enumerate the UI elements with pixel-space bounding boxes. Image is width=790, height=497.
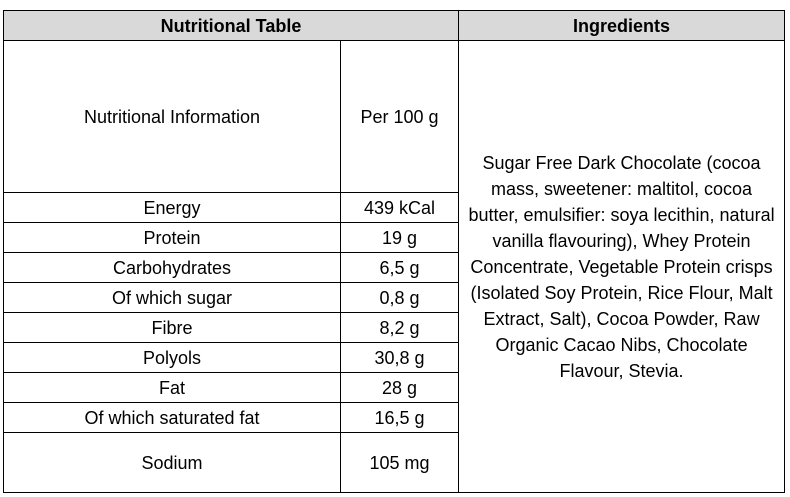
- nutrient-value: 28 g: [339, 372, 460, 403]
- nutrient-value: 0,8 g: [339, 282, 460, 313]
- header-row: Nutritional Table Ingredients: [2, 10, 786, 41]
- nutrient-value: 105 mg: [339, 432, 460, 493]
- nutrient-value: 16,5 g: [339, 402, 460, 433]
- nutrient-name: Fibre: [3, 312, 341, 343]
- table-row: Polyols 30,8 g: [3, 342, 785, 373]
- nutritional-information-label: Nutritional Information: [3, 40, 341, 193]
- nutrient-name: Of which saturated fat: [3, 402, 341, 433]
- nutrient-name: Energy: [3, 192, 341, 223]
- nutrient-name: Carbohydrates: [3, 252, 341, 283]
- table-row: Carbohydrates 6,5 g: [3, 252, 785, 283]
- table-row: Energy 439 kCal: [3, 192, 785, 223]
- ingredients-header: Ingredients: [458, 10, 786, 41]
- nutrient-value: 30,8 g: [339, 342, 460, 373]
- ingredients-text: Sugar Free Dark Chocolate (cocoa mass, s…: [458, 40, 786, 493]
- nutrient-name: Of which sugar: [3, 282, 341, 313]
- table-row: Of which sugar 0,8 g: [3, 282, 785, 313]
- nutrition-ingredients-table: Nutritional Table Ingredients Nutritiona…: [2, 10, 786, 493]
- nutrient-value: 6,5 g: [339, 252, 460, 283]
- nutrient-value: 8,2 g: [339, 312, 460, 343]
- table-row: Fat 28 g: [3, 372, 785, 403]
- nutrient-value: 439 kCal: [339, 192, 460, 223]
- nutrient-value: 19 g: [339, 222, 460, 253]
- nutritional-table-header: Nutritional Table: [2, 10, 460, 41]
- table-row: Fibre 8,2 g: [3, 312, 785, 343]
- nutrient-name: Protein: [3, 222, 341, 253]
- table-row: Sodium 105 mg: [3, 432, 785, 493]
- nutrient-name: Polyols: [3, 342, 341, 373]
- nutrient-name: Fat: [3, 372, 341, 403]
- nutrient-name: Sodium: [3, 432, 341, 493]
- per-100g-label: Per 100 g: [339, 40, 460, 193]
- table-row: Of which saturated fat 16,5 g: [3, 402, 785, 433]
- info-row: Nutritional Information Per 100 g Sugar …: [3, 40, 786, 493]
